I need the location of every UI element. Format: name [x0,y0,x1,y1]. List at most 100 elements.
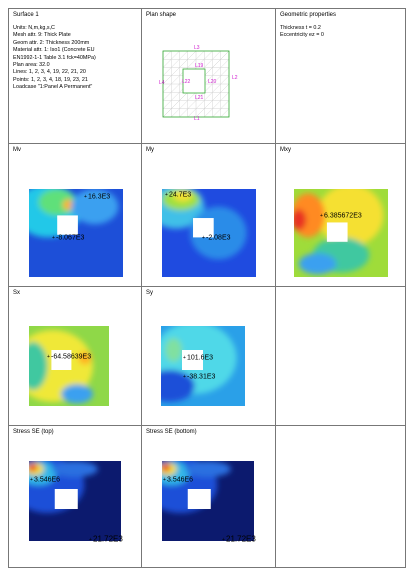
mesh-line [204,92,230,118]
cell-title: Surface 1 [13,12,39,18]
mesh-line [162,50,197,85]
info-line: Points: 1, 2, 3, 4, 18, 19, 23, 21 [13,76,88,83]
opening [193,218,214,238]
cell-graphic: +3.546E6+ 21.72E3 [162,461,256,544]
cell-graphic: +3.546E6+ 21.72E3 [29,461,123,544]
cell-graphic: +24.7E3+ -2.08E3 [162,189,256,277]
opening [182,68,206,94]
max-marker: + [163,477,166,483]
info-line: Material attr. 1: Iso1 (Concrete EU [13,47,95,54]
contour-band [62,199,75,211]
opening [54,489,78,509]
info-line: Loadcase "1:Panel A Permanent" [13,84,93,91]
contour-value-label: 3.546E6 [34,477,60,484]
max-marker: + [222,537,225,543]
mesh-line [187,75,230,118]
contour-value-label: 21.72E3 [226,535,256,544]
contour-value-label: -38.31E3 [187,374,216,381]
cell-title: Mxy [280,147,291,153]
cell-graphic: L1 L2 L3 L4 L19 L20 L21 L22 [159,45,238,122]
line-label: L1 [194,116,200,122]
info-line: EN1992-1-1 Table 3.1 fck=40MPa) [13,54,96,61]
info-line: Plan area: 32.0 [13,62,50,68]
mesh-line [220,108,230,118]
contour-value-label: 6.385672E3 [324,213,362,220]
cell-title: Sx [13,290,21,296]
max-marker: + [30,477,33,483]
cell: Sy +101.6E3 + -38.31E3 [141,286,276,426]
contour-band [185,461,231,477]
cell-graphic: + -64.58639E3 [29,326,109,406]
line-label: L19 [195,63,204,69]
contour-value-label: 16.3E3 [88,194,110,201]
max-marker: + [47,354,50,360]
contour-band [29,463,38,472]
contour-band [29,342,48,390]
cell: Plan shape L1 L2 L3 L4 L19 L20 L21 L22 [141,8,276,144]
cell: Sx + -64.58639E3 [8,286,142,426]
max-marker: + [183,374,186,380]
max-marker: + [84,194,87,200]
cell-graphic [9,9,143,145]
line-label: L4 [159,80,165,86]
opening [326,222,348,242]
opening [51,350,72,370]
line-label: L3 [194,45,200,51]
opening [187,489,211,509]
cell-graphic: +16.3E3+ -8.067E3 [29,189,123,277]
max-marker: + [52,235,55,241]
mesh-line [162,50,180,68]
contour-value-label: 3.546E6 [167,477,193,484]
contour-band [71,189,119,225]
cell [275,286,406,426]
max-marker: + [202,235,205,241]
contour-band [52,461,98,477]
info-line: Mesh attr. 9: Thick Plate [13,32,71,39]
info-line: Thickness t = 0.2 [280,25,321,31]
contour-value-label: -8.067E3 [56,235,85,242]
contour-band [298,253,337,275]
cell-title: Geometric properties [280,12,337,18]
contour-band [78,351,92,365]
cell-graphic: +101.6E3+ -38.31E3 [161,326,245,406]
cell: My +24.7E3 + -2.08E3 [141,143,276,287]
cell-title: Sy [146,290,154,296]
cell-graphic: +6.385672E3 [294,189,388,277]
info-line: Eccentricity ez = 0 [280,32,324,39]
opening [57,215,78,235]
contour-band [61,384,93,404]
cell: Stress SE (top) +3.546E6 +21.72E3 [8,425,142,568]
max-marker: + [320,213,323,219]
contour-value-label: -2.08E3 [206,235,231,242]
max-marker: + [183,355,186,361]
cell-graphic [276,9,407,145]
mesh-line [162,50,188,76]
max-marker: + [89,537,92,543]
contour-band [173,190,193,202]
contour-value-label: 21.72E3 [93,535,123,544]
info-line: Units: N,m,kg,s,C [13,25,55,31]
contour-band [161,370,195,402]
cell [275,425,406,568]
cell-title: Stress SE (top) [13,429,54,435]
cell-title: Plan shape [146,12,177,18]
cell: Mv +16.3E3 + -8.067E3 [8,143,142,287]
cell-title: My [146,147,154,153]
cell-title: Mv [13,147,21,153]
contour-band [162,463,171,472]
line-label: L21 [195,95,204,101]
contour-band [165,338,182,362]
contour-band [294,209,307,231]
outer-boundary [162,50,230,118]
contour-value-label: 24.7E3 [169,192,191,199]
cell: Mxy +6.385672E3 [275,143,406,287]
info-line: Geom attr. 2: Thickness 200mm [13,39,90,46]
max-marker: + [165,192,168,198]
cell-title: Stress SE (bottom) [146,429,197,435]
info-line: Lines: 1, 2, 3, 4, 19, 22, 21, 20 [13,69,86,76]
cell: Geometric properties Thickness t = 0.2 Ecc… [275,8,406,144]
mesh-line [162,50,172,60]
contour-value-label: 101.6E3 [187,355,213,362]
line-label: L20 [208,79,217,85]
